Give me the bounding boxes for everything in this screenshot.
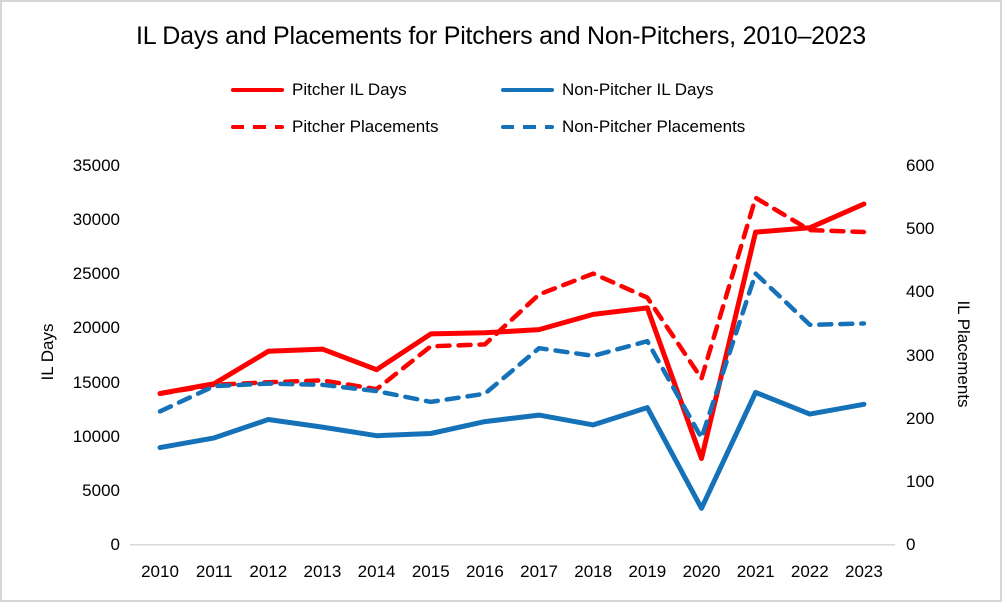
legend-swatch-dashed-blue-icon [501,125,554,129]
legend-label: Non-Pitcher Placements [562,117,746,136]
x-axis-tick-label: 2023 [845,562,883,581]
x-axis-tick-label: 2017 [520,562,558,581]
left-axis-tick-label: 0 [110,535,120,554]
left-axis-tick-label: 35000 [72,156,120,175]
legend-row-2: Pitcher Placements Non-Pitcher Placement… [231,117,771,137]
right-axis-tick-label: 0 [906,535,916,554]
x-axis-tick-label: 2022 [790,562,829,581]
x-axis-tick-label: 2013 [303,562,342,581]
series-line-pitcher-placements [157,195,867,396]
legend-swatch-solid-red-icon [231,88,284,92]
x-axis-tick-label: 2021 [736,562,775,581]
legend-item-pitcher-il-days: Pitcher IL Days [231,80,501,100]
right-axis-tick-label: 400 [906,282,935,302]
legend-item-pitcher-placements: Pitcher Placements [231,117,501,137]
left-axis-tick-label: 20000 [72,318,120,338]
series-line-non-pitcher-il-days [157,389,867,511]
x-axis-tick-label: 2014 [357,562,396,581]
left-axis-tick-label: 10000 [72,426,120,446]
x-axis-tick-label: 2011 [195,562,233,581]
right-axis-tick-label: 300 [906,345,935,365]
left-axis-tick-label: 25000 [72,264,120,284]
left-axis-tick-label: 5000 [82,480,120,500]
x-axis-tick-label: 2015 [411,562,450,581]
legend-swatch-dashed-red-icon [231,125,284,129]
x-axis-tick-label: 2016 [465,562,504,581]
legend-label: Pitcher IL Days [292,80,407,99]
right-axis-tick-label: 100 [906,471,935,491]
left-axis-tick-label: 15000 [72,372,120,392]
left-axis-tick-label: 30000 [72,210,120,230]
x-axis-tick-label: 2010 [141,562,179,581]
legend-swatch-solid-blue-icon [501,88,554,92]
series-line-pitcher-il-days [157,201,867,461]
x-axis-tick-label: 2012 [249,562,288,581]
series-line-non-pitcher-placements [157,271,867,441]
right-axis-tick-label: 600 [906,156,935,175]
legend-label: Pitcher Placements [292,117,439,136]
legend-row-1: Pitcher IL Days Non-Pitcher IL Days [231,80,771,100]
right-axis-tick-label: 500 [906,219,935,239]
chart-title: IL Days and Placements for Pitchers and … [136,22,866,50]
x-axis-tick-label: 2019 [628,562,667,581]
x-axis-tick-label: 2020 [682,562,721,581]
right-axis-title: IL Placements [954,300,973,408]
legend-item-non-pitcher-il-days: Non-Pitcher IL Days [501,80,771,100]
legend-label: Non-Pitcher IL Days [562,80,714,99]
x-axis-tick-label: 2018 [574,562,613,581]
legend-item-non-pitcher-placements: Non-Pitcher Placements [501,117,771,137]
legend: Pitcher IL Days Non-Pitcher IL Days Pitc… [2,80,1000,137]
right-axis-tick-label: 200 [906,408,935,428]
